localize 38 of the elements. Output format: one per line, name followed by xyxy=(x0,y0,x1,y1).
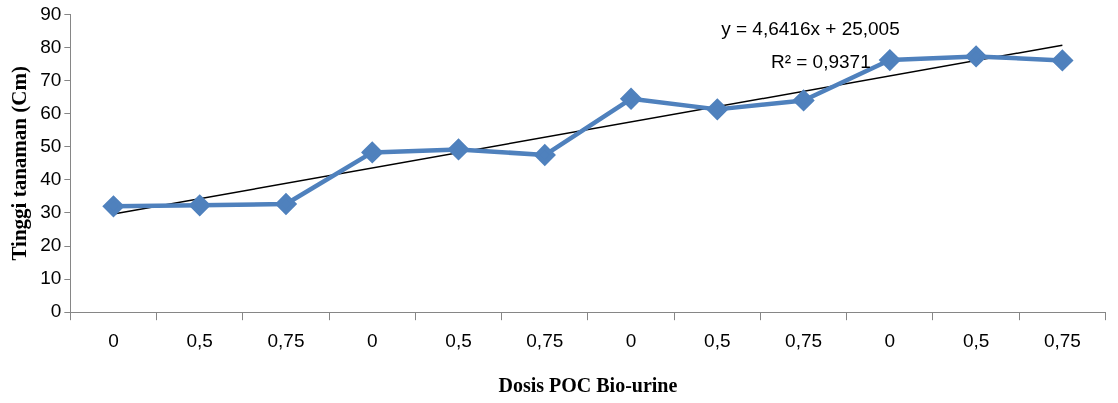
x-tick-label: 0,75 xyxy=(267,329,305,351)
x-tick-label: 0,75 xyxy=(526,329,564,351)
x-tick-label: 0 xyxy=(366,329,378,351)
y-tick-label: 60 xyxy=(40,101,62,123)
x-tick-label: 0 xyxy=(108,329,119,351)
point xyxy=(965,46,987,67)
point xyxy=(275,193,297,215)
y-tick-label: 0 xyxy=(50,300,62,322)
point xyxy=(793,90,814,111)
point xyxy=(189,195,210,216)
point xyxy=(620,88,642,110)
point xyxy=(362,142,383,163)
point xyxy=(448,139,469,160)
point xyxy=(707,99,728,120)
y-tick-label: 20 xyxy=(40,234,62,256)
y-tick-label: 50 xyxy=(40,134,62,156)
y-tick-label: 70 xyxy=(40,68,62,90)
annotation: R² = 0,9371 xyxy=(770,50,871,72)
y-tick-label: 90 xyxy=(40,2,62,24)
y-tick-label: 10 xyxy=(40,267,62,289)
x-tick-label: 0,75 xyxy=(785,329,823,351)
point xyxy=(534,144,556,166)
x-tick-label: 0,5 xyxy=(962,329,990,351)
y-tick-label: 30 xyxy=(40,201,62,223)
point xyxy=(1052,50,1073,71)
y-axis-title: Tinggi tanaman (Cm) xyxy=(7,66,32,261)
x-tick-label: 0,5 xyxy=(445,329,472,351)
point xyxy=(879,49,901,71)
y-tick-label: 80 xyxy=(40,35,62,57)
y-tick-label: 40 xyxy=(40,168,62,190)
annotation: y = 4,6416x + 25,005 xyxy=(721,17,900,39)
point xyxy=(103,196,124,217)
x-tick-label: 0,75 xyxy=(1043,329,1081,351)
x-tick-label: 0,5 xyxy=(704,329,731,351)
x-tick-label: 0,5 xyxy=(186,329,213,351)
x-tick-label: 0 xyxy=(625,329,637,351)
x-tick-label: 0 xyxy=(884,329,896,351)
x-axis-title: Dosis POC Bio-urine xyxy=(498,374,678,397)
